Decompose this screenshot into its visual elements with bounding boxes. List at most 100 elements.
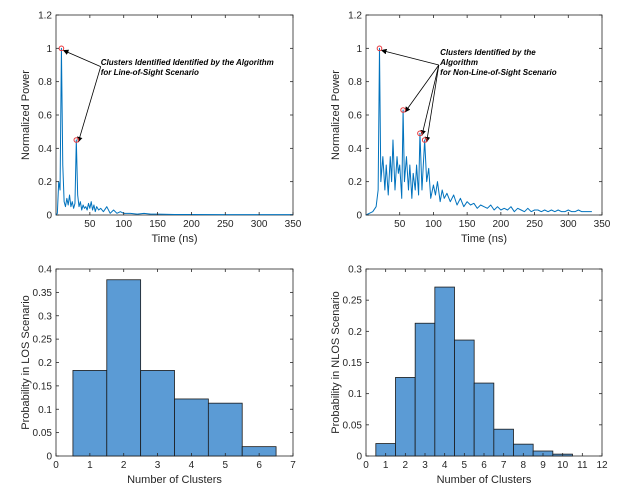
x-tick-label: 10 xyxy=(557,460,569,471)
x-axis-label: Time (ns) xyxy=(461,233,507,245)
histogram-bar xyxy=(454,339,475,457)
annotation-text: for Line-of-Sight Scenario xyxy=(101,68,199,77)
histogram-bar xyxy=(434,286,455,457)
annotation-arrow xyxy=(77,66,102,143)
x-tick-label: 6 xyxy=(481,460,487,471)
y-tick-label: 1.2 xyxy=(38,11,52,22)
cluster-marker xyxy=(58,45,65,52)
y-tick-label: 0.2 xyxy=(348,327,362,338)
histogram-bar xyxy=(395,377,416,457)
x-tick-label: 250 xyxy=(217,219,234,230)
x-tick-label: 4 xyxy=(442,460,448,471)
y-tick-label: 0.3 xyxy=(38,311,52,322)
y-tick-label: 0.1 xyxy=(38,405,52,416)
histogram-bar xyxy=(72,370,108,457)
histogram-bar xyxy=(414,322,436,457)
x-tick-label: 50 xyxy=(84,219,96,230)
y-tick-label: 0 xyxy=(46,211,52,222)
y-tick-label: 0.25 xyxy=(33,335,53,346)
x-axis-label: Time (ns) xyxy=(151,233,197,245)
histogram-bar xyxy=(174,398,209,457)
x-tick-label: 3 xyxy=(155,460,161,471)
annotation-arrow xyxy=(420,64,440,136)
y-tick-label: 0.15 xyxy=(343,358,363,369)
y-tick-label: 0.05 xyxy=(343,420,363,431)
x-tick-label: 2 xyxy=(121,460,127,471)
y-tick-label: 0.35 xyxy=(33,288,53,299)
y-tick-label: 0.05 xyxy=(33,428,53,439)
chart-los-cluster-histogram: 0 1 2 3 4 5 6 7 0 0.05 0.1 0.15 0.2 0.25 0.3 0.35 0.4 Num… xyxy=(20,265,296,487)
x-tick-label: 0 xyxy=(53,460,59,471)
cluster-marker xyxy=(417,130,423,137)
x-tick-label: 1 xyxy=(87,460,93,471)
histogram-bar xyxy=(207,402,243,457)
x-tick-label: 5 xyxy=(462,460,468,471)
y-tick-label: 0.4 xyxy=(38,265,52,276)
y-tick-label: 0.2 xyxy=(348,177,362,188)
annotation-arrow xyxy=(424,64,440,143)
annotation-text: for Non-Line-of-Sight Scenario xyxy=(440,68,557,77)
x-tick-label: 8 xyxy=(521,460,527,471)
x-axis-label: Number of Clusters xyxy=(127,474,222,486)
y-axis-label: Probability in LOS Scenario xyxy=(20,295,32,430)
histogram-bar xyxy=(493,428,514,457)
y-tick-label: 0.1 xyxy=(348,389,362,400)
y-tick-label: 0.4 xyxy=(38,144,52,155)
x-tick-label: 250 xyxy=(526,219,543,230)
y-tick-label: 0 xyxy=(356,211,362,222)
x-tick-label: 1 xyxy=(383,460,389,471)
y-axis-label: Normalized Power xyxy=(330,70,342,160)
y-tick-label: 1 xyxy=(46,44,52,55)
y-tick-label: 0 xyxy=(356,452,362,463)
y-tick-label: 0.2 xyxy=(38,358,52,369)
x-tick-label: 7 xyxy=(501,460,507,471)
annotation-text: Clusters Identified by the xyxy=(440,48,536,57)
x-tick-label: 11 xyxy=(577,460,588,471)
x-tick-label: 5 xyxy=(223,460,229,471)
x-tick-label: 200 xyxy=(493,219,510,230)
x-tick-label: 6 xyxy=(256,460,262,471)
y-tick-label: 0.4 xyxy=(348,144,362,155)
annotation-arrow xyxy=(380,48,439,66)
y-tick-label: 0 xyxy=(46,452,52,463)
y-tick-label: 0.6 xyxy=(38,111,52,122)
x-tick-label: 3 xyxy=(422,460,428,471)
y-tick-label: 1.2 xyxy=(348,11,362,22)
x-tick-label: 150 xyxy=(459,219,476,230)
x-tick-label: 100 xyxy=(425,219,442,230)
y-tick-label: 0.8 xyxy=(348,77,362,88)
y-tick-label: 0.3 xyxy=(348,265,362,276)
y-tick-label: 0.8 xyxy=(38,77,52,88)
x-tick-label: 0 xyxy=(363,460,369,471)
x-tick-label: 350 xyxy=(594,219,611,230)
annotation-text: Algorithm xyxy=(439,58,478,67)
y-tick-label: 1 xyxy=(356,44,362,55)
y-tick-label: 0.15 xyxy=(33,381,53,392)
power-delay-line xyxy=(365,47,592,216)
cluster-marker xyxy=(376,45,383,52)
annotation-text: Clusters Identified Identified by the Al… xyxy=(101,58,274,67)
histogram-bar xyxy=(473,382,495,457)
x-tick-label: 7 xyxy=(290,460,296,471)
histogram-bar xyxy=(106,279,142,457)
x-tick-label: 350 xyxy=(285,219,302,230)
y-axis-label: Normalized Power xyxy=(20,70,32,160)
power-delay-line xyxy=(55,47,293,216)
annotation-arrow xyxy=(404,64,440,113)
chart-nlos-cluster-histogram: 0 1 2 3 4 5 6 7 8 9 10 11 1200.050.10.150.20.250.3Nu… xyxy=(330,265,608,487)
annotation-arrow xyxy=(62,49,101,68)
x-tick-label: 50 xyxy=(394,219,406,230)
cluster-marker xyxy=(400,107,406,113)
cluster-marker xyxy=(421,137,428,143)
plot-area xyxy=(365,14,603,216)
x-tick-label: 300 xyxy=(251,219,268,230)
x-axis-label: Number of Clusters xyxy=(437,474,532,486)
y-tick-label: 0.25 xyxy=(343,296,363,307)
x-tick-label: 12 xyxy=(596,460,608,471)
x-tick-label: 2 xyxy=(403,460,409,471)
histogram-bar xyxy=(140,370,175,457)
x-tick-label: 200 xyxy=(183,219,200,230)
x-tick-label: 150 xyxy=(149,219,166,230)
